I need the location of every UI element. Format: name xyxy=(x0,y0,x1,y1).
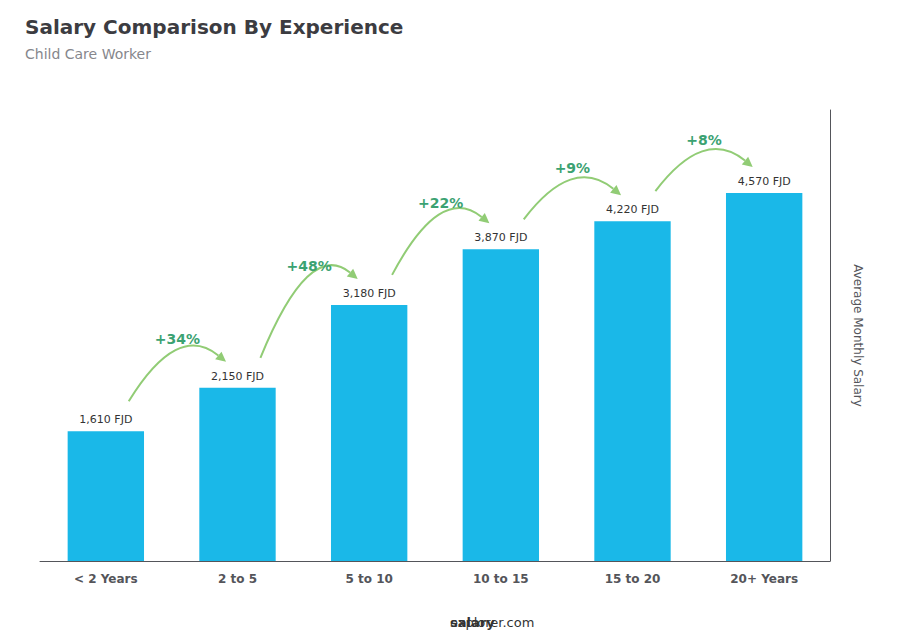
svg-text:5 to 10: 5 to 10 xyxy=(345,572,392,586)
svg-text:+48%: +48% xyxy=(286,258,331,274)
svg-text:Child Care Worker: Child Care Worker xyxy=(25,46,151,62)
svg-text:+8%: +8% xyxy=(686,132,722,148)
svg-text:+34%: +34% xyxy=(155,331,200,347)
svg-text:3,870 FJD: 3,870 FJD xyxy=(474,231,527,244)
svg-text:Average Monthly Salary: Average Monthly Salary xyxy=(851,264,865,407)
svg-text:+9%: +9% xyxy=(555,160,591,176)
svg-text:20+ Years: 20+ Years xyxy=(730,572,798,586)
svg-text:2,150 FJD: 2,150 FJD xyxy=(211,370,264,383)
svg-text:Salary Comparison By Experienc: Salary Comparison By Experience xyxy=(25,15,403,39)
svg-text:4,570 FJD: 4,570 FJD xyxy=(738,175,791,188)
svg-text:2 to 5: 2 to 5 xyxy=(218,572,257,586)
svg-text:3,180 FJD: 3,180 FJD xyxy=(343,287,396,300)
svg-text:+22%: +22% xyxy=(418,195,463,211)
svg-text:10 to 15: 10 to 15 xyxy=(473,572,529,586)
svg-text:explorer.com: explorer.com xyxy=(450,615,534,630)
svg-text:< 2 Years: < 2 Years xyxy=(74,572,138,586)
svg-text:15 to 20: 15 to 20 xyxy=(605,572,661,586)
svg-text:1,610 FJD: 1,610 FJD xyxy=(79,413,132,426)
svg-text:4,220 FJD: 4,220 FJD xyxy=(606,203,659,216)
